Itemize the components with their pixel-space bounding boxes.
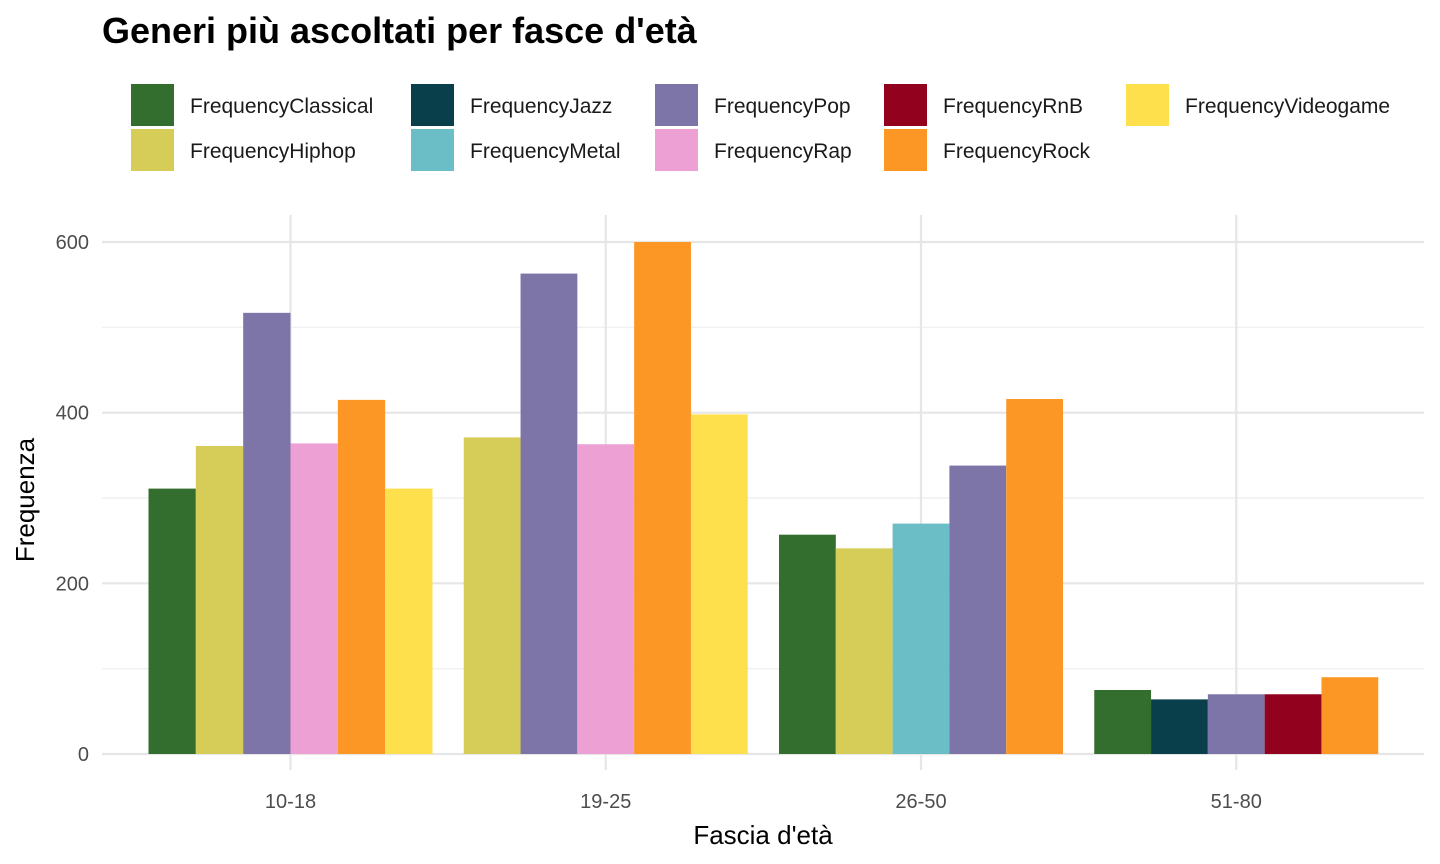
x-axis-ticks: 10-18 19-25 26-50 51-80 [265,791,1262,813]
legend-swatch [411,84,454,126]
legend-label: FrequencyRap [714,140,852,163]
legend-swatch [131,129,174,171]
bar-group-10-18 [148,312,433,754]
legend-label: FrequencyMetal [470,140,621,163]
y-axis-title: Frequenza [10,437,40,562]
bar-19-25-frequencyhiphop [463,437,521,754]
bar-26-50-frequencypop [949,465,1007,754]
bar-group-26-50 [779,399,1063,754]
legend-label: FrequencyHiphop [190,140,356,163]
legend-swatch [131,84,174,126]
bar-group-51-80 [1094,677,1379,754]
legend-label: FrequencyClassical [190,95,373,118]
legend-swatch [884,129,927,171]
bar-group-19-25 [463,242,748,754]
x-tick-label-26-50: 26-50 [895,791,946,813]
bar-10-18-frequencyhiphop [195,445,244,754]
bar-10-18-frequencyclassical [148,488,196,754]
bar-19-25-frequencyvideogame [690,414,748,754]
x-axis-title: Fascia d'età [693,820,833,850]
legend-item-frequencyhiphop: FrequencyHiphop [131,129,356,171]
bar-26-50-frequencyrock [1006,399,1063,754]
bar-10-18-frequencyvideogame [385,488,433,754]
y-axis-ticks: 0 200 400 600 [56,232,89,766]
legend-swatch [411,129,454,171]
bar-26-50-frequencyhiphop [835,548,893,754]
y-tick-label: 200 [56,573,89,595]
chart-title: Generi più ascoltati per fasce d'età [102,10,698,51]
bar-10-18-frequencyrock [337,399,386,754]
bar-19-25-frequencypop [520,273,578,754]
legend-swatch [655,84,698,126]
bar-51-80-frequencyrnb [1264,694,1322,754]
legend: FrequencyClassical FrequencyJazz Frequency… [131,84,1390,171]
legend-swatch [655,129,698,171]
legend-label: FrequencyJazz [470,95,612,118]
y-tick-label: 0 [78,744,89,766]
legend-item-frequencyrnb: FrequencyRnB [884,84,1083,126]
legend-item-frequencyrap: FrequencyRap [655,129,852,171]
legend-item-frequencyclassical: FrequencyClassical [131,84,373,126]
legend-item-frequencyrock: FrequencyRock [884,129,1091,171]
bar-51-80-frequencyclassical [1094,690,1152,754]
bars [148,242,1379,754]
legend-label: FrequencyPop [714,95,851,118]
x-tick-label-19-25: 19-25 [580,791,631,813]
bar-51-80-frequencypop [1207,694,1265,754]
legend-label: FrequencyRock [943,140,1091,163]
y-tick-label: 400 [56,403,89,425]
bar-10-18-frequencyrap [290,443,338,754]
bar-26-50-frequencymetal [892,523,950,754]
x-tick-label-51-80: 51-80 [1211,791,1262,813]
legend-swatch [884,84,927,126]
legend-item-frequencyjazz: FrequencyJazz [411,84,612,126]
bar-10-18-frequencypop [243,312,291,754]
legend-label: FrequencyVideogame [1185,95,1390,118]
bar-26-50-frequencyclassical [779,534,836,754]
bar-51-80-frequencyjazz [1151,699,1208,754]
y-tick-label: 600 [56,232,89,254]
x-tick-label-10-18: 10-18 [265,791,316,813]
legend-item-frequencypop: FrequencyPop [655,84,851,126]
legend-swatch [1126,84,1169,126]
bar-19-25-frequencyrap [577,444,635,754]
legend-label: FrequencyRnB [943,95,1083,118]
legend-item-frequencyvideogame: FrequencyVideogame [1126,84,1390,126]
bar-19-25-frequencyrock [634,242,691,754]
bar-51-80-frequencyrock [1321,677,1379,754]
legend-item-frequencymetal: FrequencyMetal [411,129,621,171]
